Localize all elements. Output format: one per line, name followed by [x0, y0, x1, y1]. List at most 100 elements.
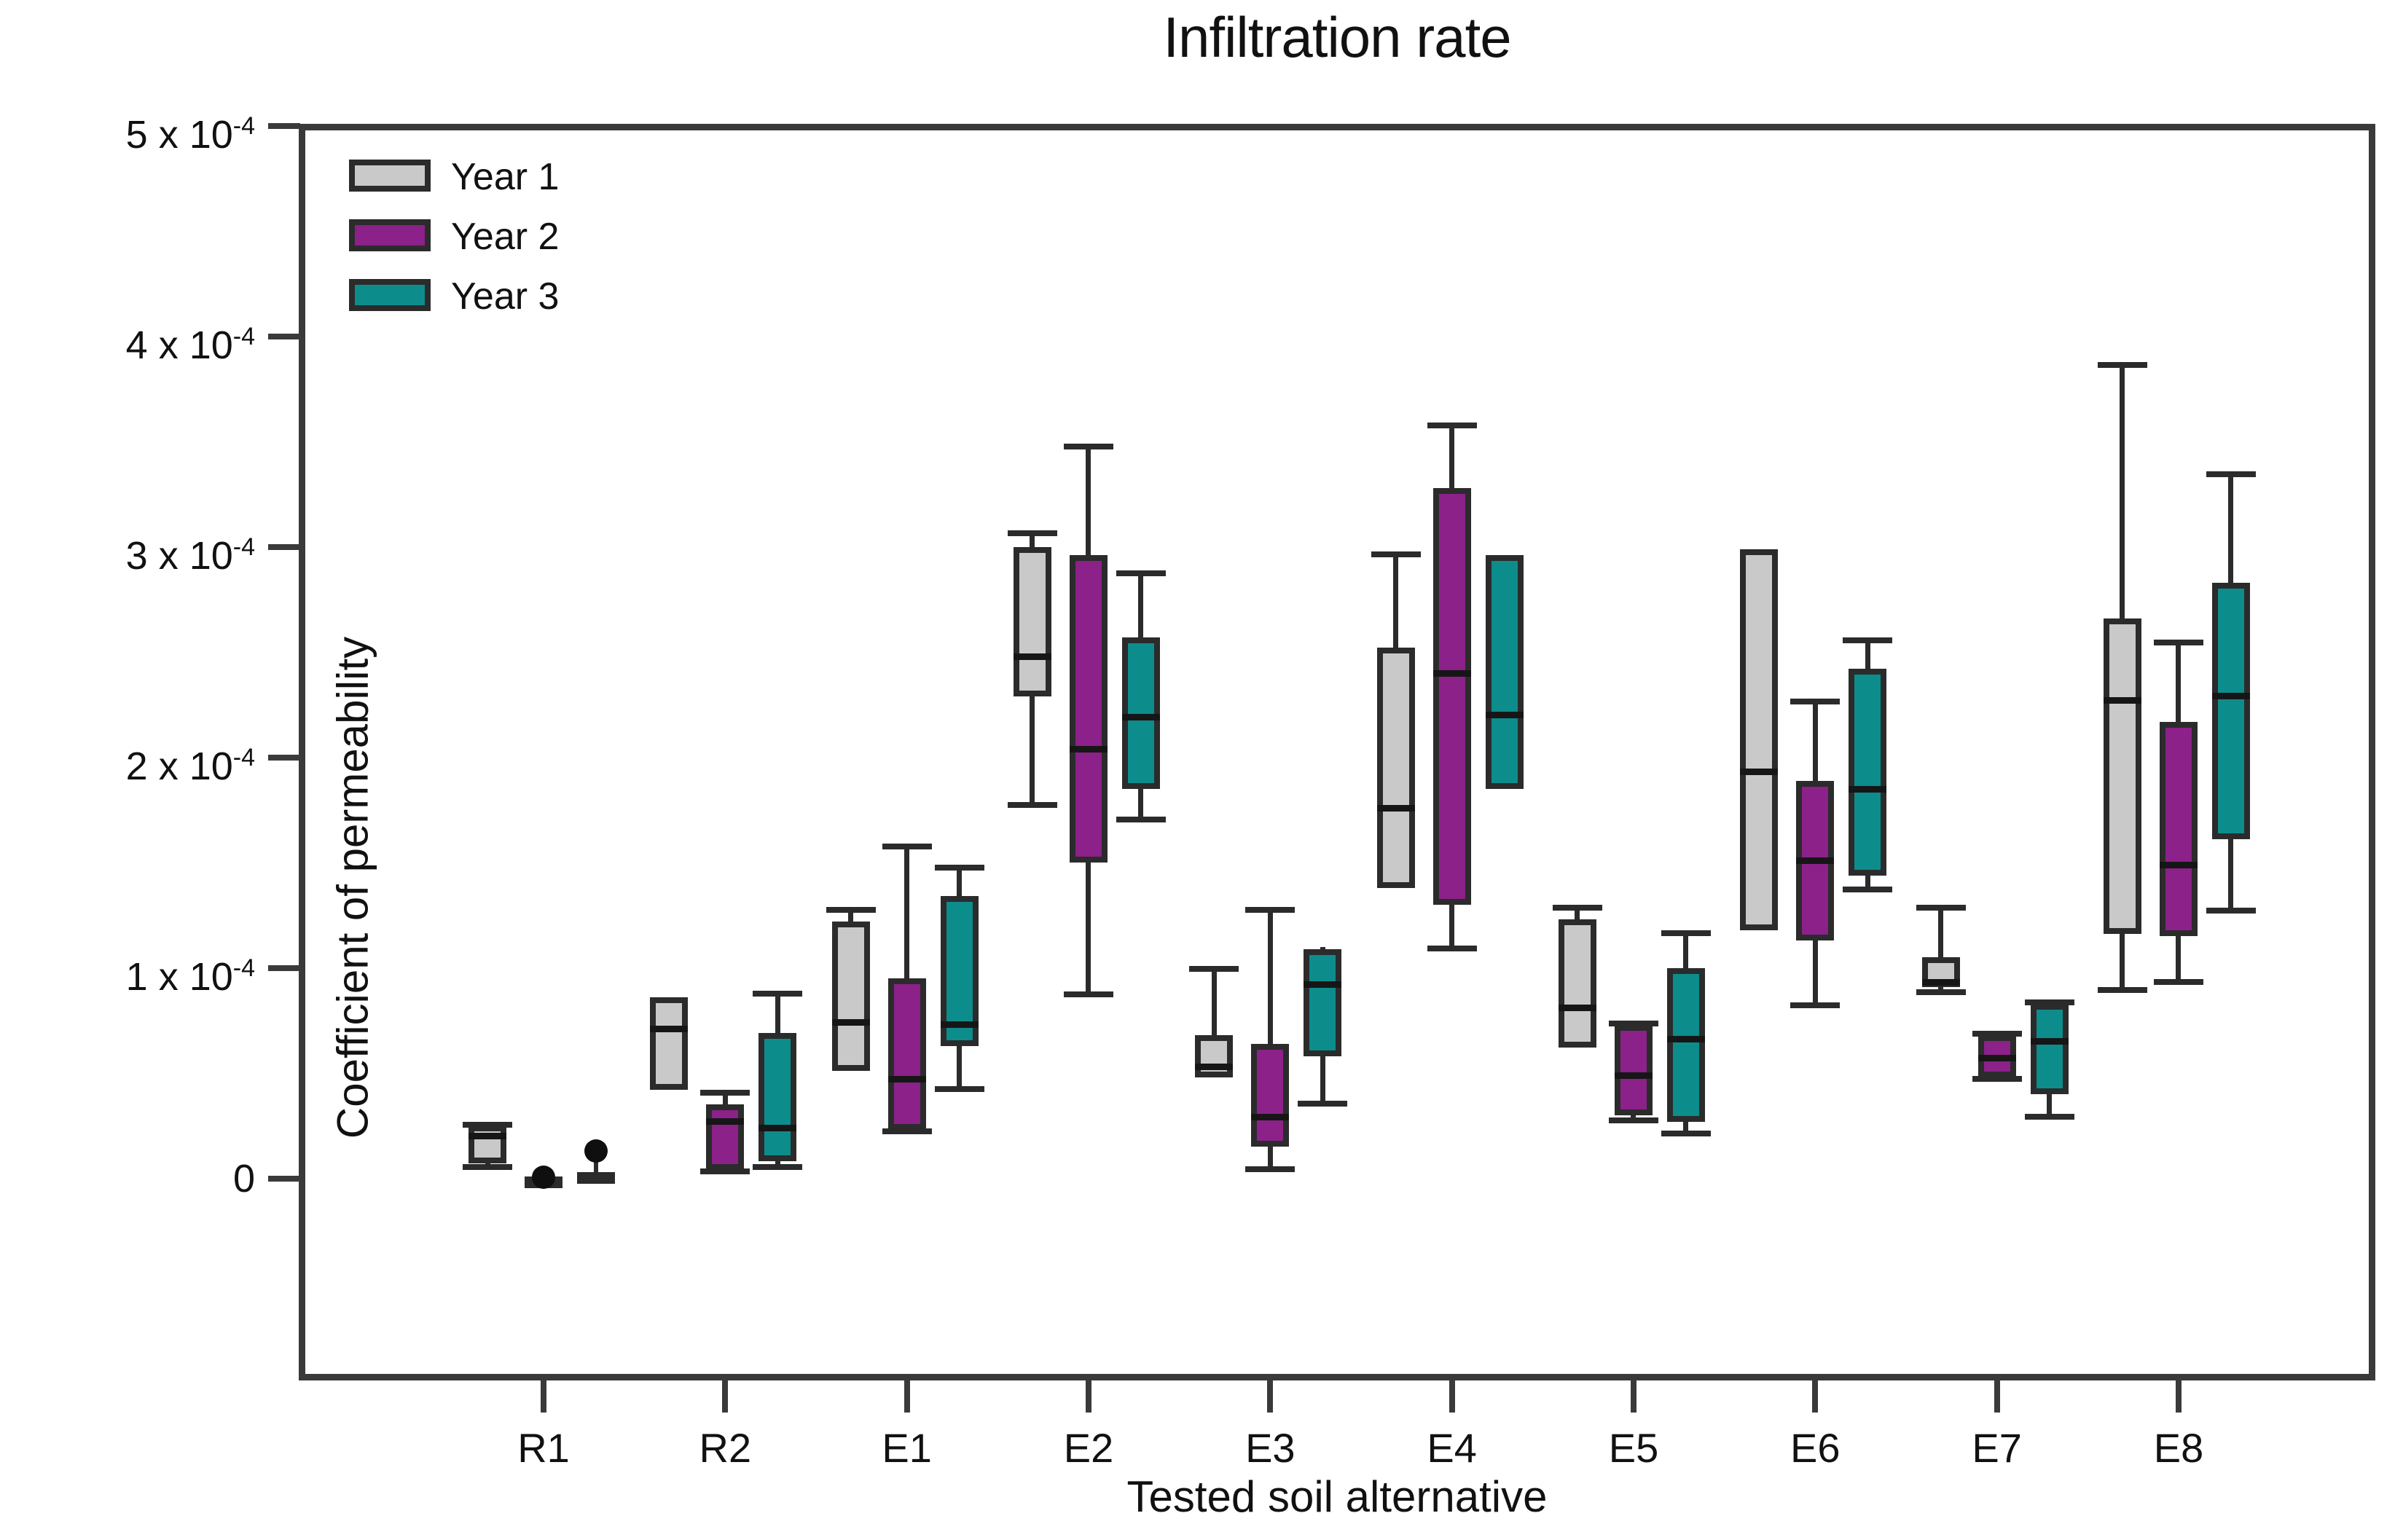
median-line	[1921, 979, 1960, 986]
upper-whisker-stem	[1938, 904, 1944, 958]
box-rect	[650, 997, 689, 1091]
median-line	[1485, 712, 1524, 719]
upper-whisker-stem	[1449, 423, 1455, 488]
upper-whisker-stem	[1320, 946, 1325, 949]
x-tick-label: R2	[699, 1425, 752, 1471]
x-tick-label: E3	[1245, 1425, 1296, 1471]
lower-whisker-cap	[1916, 989, 1966, 996]
x-tick-label: E6	[1790, 1425, 1841, 1471]
upper-whisker-stem	[1812, 698, 1818, 781]
x-tick-mark	[1812, 1380, 1819, 1413]
x-tick-label: E8	[2153, 1425, 2204, 1471]
box-rect	[1614, 1024, 1653, 1115]
lower-whisker-cap	[463, 1164, 512, 1171]
box-rect	[2030, 1003, 2069, 1095]
box-rect	[1069, 555, 1108, 863]
box-rect	[706, 1104, 745, 1171]
legend-item: Year 3	[349, 275, 655, 318]
upper-whisker-cap	[2024, 999, 2074, 1005]
median-line	[2159, 861, 2198, 868]
upper-whisker-stem	[1086, 444, 1091, 556]
box-rect	[2159, 721, 2198, 937]
box-rect	[469, 1125, 506, 1164]
lower-whisker-stem	[2047, 1094, 2053, 1120]
lower-whisker-stem	[1030, 696, 1035, 809]
y-tick-label: 0	[232, 1156, 255, 1201]
lower-whisker-cap	[1245, 1166, 1296, 1172]
legend-label: Year 2	[451, 216, 560, 258]
median-line	[706, 1118, 745, 1125]
median-line	[1849, 785, 1887, 793]
median-line	[887, 1076, 926, 1083]
lower-whisker-stem	[1683, 1121, 1689, 1136]
median-line	[1796, 857, 1835, 864]
upper-whisker-cap	[700, 1090, 750, 1096]
upper-whisker-cap	[1189, 965, 1239, 972]
data-point-marker	[532, 1166, 555, 1190]
y-tick-label: 5 x 10-4	[125, 111, 255, 157]
x-tick-mark	[1994, 1380, 2000, 1413]
lower-whisker-cap	[2153, 978, 2203, 985]
lower-whisker-cap	[1063, 991, 1113, 998]
x-tick-mark	[722, 1380, 729, 1413]
median-line	[1666, 1036, 1705, 1043]
median-line	[940, 1021, 979, 1029]
legend-label: Year 3	[451, 275, 560, 318]
upper-whisker-stem	[2176, 639, 2182, 722]
upper-whisker-cap	[463, 1121, 512, 1128]
median-line	[1195, 1063, 1234, 1070]
box-rect	[1013, 546, 1051, 696]
median-line	[831, 1019, 870, 1026]
upper-whisker-stem	[904, 844, 910, 979]
upper-whisker-stem	[1865, 637, 1870, 669]
box-rect	[759, 1033, 797, 1162]
x-tick-mark	[903, 1380, 910, 1413]
lower-whisker-stem	[1138, 789, 1144, 823]
median-line	[759, 1124, 797, 1131]
median-line	[1121, 714, 1160, 721]
legend-swatch	[349, 219, 431, 251]
x-tick-mark	[1449, 1380, 1455, 1413]
upper-whisker-stem	[1575, 904, 1580, 920]
upper-whisker-cap	[1007, 530, 1057, 536]
upper-whisker-stem	[957, 865, 963, 897]
y-tick-mark	[268, 122, 300, 129]
y-tick-label: 3 x 10-4	[125, 533, 255, 578]
upper-whisker-cap	[882, 844, 932, 850]
upper-whisker-stem	[848, 906, 854, 922]
median-line	[1013, 653, 1051, 660]
median-line	[1740, 769, 1779, 776]
box-rect	[577, 1171, 615, 1184]
upper-whisker-stem	[1030, 530, 1035, 547]
legend-swatch	[349, 160, 431, 192]
legend-label: Year 1	[451, 156, 560, 198]
median-line	[469, 1133, 506, 1140]
lower-whisker-cap	[1843, 886, 1893, 892]
upper-whisker-stem	[722, 1090, 728, 1105]
outlier-marker	[584, 1139, 608, 1163]
y-tick-mark	[268, 1175, 300, 1182]
upper-whisker-stem	[1138, 570, 1144, 638]
upper-whisker-stem	[1267, 906, 1273, 1044]
x-tick-mark	[1630, 1380, 1636, 1413]
box-rect	[940, 896, 979, 1046]
box-rect	[2103, 618, 2141, 935]
upper-whisker-cap	[1661, 930, 1711, 936]
plot-area: Coefficient of permeability Year 1 Year 2…	[299, 124, 2375, 1380]
box-rect	[1485, 555, 1524, 790]
upper-whisker-cap	[1608, 1020, 1658, 1026]
legend-swatch	[349, 279, 431, 311]
lower-whisker-cap	[1661, 1130, 1711, 1136]
lower-whisker-stem	[2176, 936, 2182, 985]
lower-whisker-stem	[2228, 839, 2234, 914]
upper-whisker-cap	[753, 991, 803, 997]
box-rect	[1849, 669, 1887, 876]
chart-title: Infiltration rate	[1163, 5, 1511, 69]
lower-whisker-cap	[1608, 1117, 1658, 1124]
y-tick-mark	[268, 333, 300, 339]
legend-item: Year 1	[349, 156, 655, 198]
x-tick-mark	[1267, 1380, 1274, 1413]
y-tick-mark	[268, 965, 300, 971]
box-rect	[887, 978, 926, 1131]
lower-whisker-cap	[882, 1128, 932, 1134]
